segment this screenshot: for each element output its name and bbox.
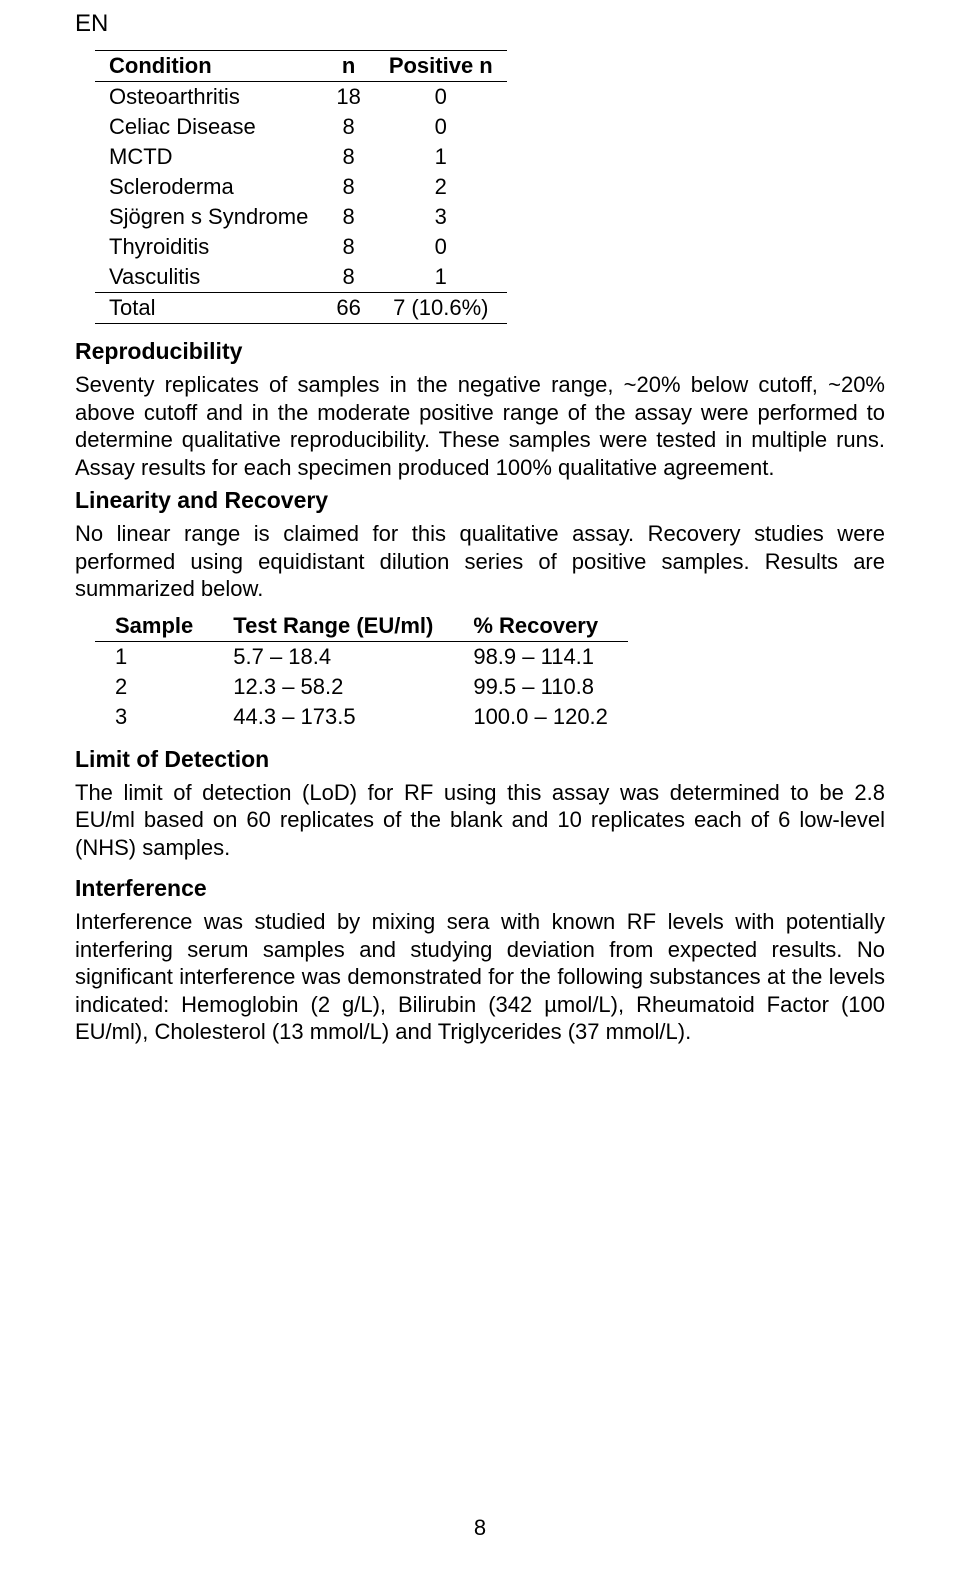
table-row: Thyroiditis 8 0: [95, 232, 507, 262]
col-header-positive: Positive n: [375, 51, 507, 82]
table-row: 1 5.7 – 18.4 98.9 – 114.1: [95, 641, 628, 672]
section-title-interference: Interference: [75, 875, 885, 902]
cell-n: 8: [322, 112, 374, 142]
cell-total-positive: 7 (10.6%): [375, 293, 507, 324]
language-code: EN: [75, 10, 885, 38]
cell-condition: Osteoarthritis: [95, 82, 322, 113]
table-header-row: Condition n Positive n: [95, 51, 507, 82]
cell-condition: Scleroderma: [95, 172, 322, 202]
cell-condition: Vasculitis: [95, 262, 322, 293]
table-row: Sjögren s Syndrome 8 3: [95, 202, 507, 232]
cell-n: 18: [322, 82, 374, 113]
section-title-linearity: Linearity and Recovery: [75, 487, 885, 514]
cell-positive: 0: [375, 232, 507, 262]
col-header-n: n: [322, 51, 374, 82]
cell-n: 8: [322, 202, 374, 232]
document-page: EN Condition n Positive n Osteoarthritis…: [0, 0, 960, 1581]
cell-n: 8: [322, 142, 374, 172]
paragraph-lod: The limit of detection (LoD) for RF usin…: [75, 779, 885, 862]
paragraph-reproducibility: Seventy replicates of samples in the neg…: [75, 371, 885, 481]
table-row: 3 44.3 – 173.5 100.0 – 120.2: [95, 702, 628, 732]
cell-n: 8: [322, 172, 374, 202]
col-header-range: Test Range (EU/ml): [213, 611, 453, 642]
col-header-recovery: % Recovery: [453, 611, 628, 642]
table-header-row: Sample Test Range (EU/ml) % Recovery: [95, 611, 628, 642]
section-title-lod: Limit of Detection: [75, 746, 885, 773]
table-total-row: Total 66 7 (10.6%): [95, 293, 507, 324]
cell-sample: 2: [95, 672, 213, 702]
paragraph-linearity: No linear range is claimed for this qual…: [75, 520, 885, 603]
table-row: Osteoarthritis 18 0: [95, 82, 507, 113]
col-header-condition: Condition: [95, 51, 322, 82]
cell-sample: 3: [95, 702, 213, 732]
cell-recovery: 100.0 – 120.2: [453, 702, 628, 732]
table-row: Celiac Disease 8 0: [95, 112, 507, 142]
cell-positive: 3: [375, 202, 507, 232]
cell-total-n: 66: [322, 293, 374, 324]
table-row: 2 12.3 – 58.2 99.5 – 110.8: [95, 672, 628, 702]
cell-range: 12.3 – 58.2: [213, 672, 453, 702]
table-row: Scleroderma 8 2: [95, 172, 507, 202]
cell-range: 5.7 – 18.4: [213, 641, 453, 672]
cell-positive: 0: [375, 82, 507, 113]
col-header-sample: Sample: [95, 611, 213, 642]
cell-condition: MCTD: [95, 142, 322, 172]
cell-range: 44.3 – 173.5: [213, 702, 453, 732]
cell-condition: Celiac Disease: [95, 112, 322, 142]
conditions-table: Condition n Positive n Osteoarthritis 18…: [95, 50, 507, 324]
cell-positive: 1: [375, 262, 507, 293]
cell-total-label: Total: [95, 293, 322, 324]
cell-n: 8: [322, 232, 374, 262]
section-title-reproducibility: Reproducibility: [75, 338, 885, 365]
paragraph-interference: Interference was studied by mixing sera …: [75, 908, 885, 1046]
cell-recovery: 99.5 – 110.8: [453, 672, 628, 702]
cell-condition: Thyroiditis: [95, 232, 322, 262]
cell-positive: 0: [375, 112, 507, 142]
cell-sample: 1: [95, 641, 213, 672]
cell-n: 8: [322, 262, 374, 293]
cell-positive: 2: [375, 172, 507, 202]
table-row: MCTD 8 1: [95, 142, 507, 172]
page-number: 8: [0, 1515, 960, 1541]
cell-positive: 1: [375, 142, 507, 172]
cell-recovery: 98.9 – 114.1: [453, 641, 628, 672]
recovery-table: Sample Test Range (EU/ml) % Recovery 1 5…: [95, 611, 628, 732]
table-row: Vasculitis 8 1: [95, 262, 507, 293]
cell-condition: Sjögren s Syndrome: [95, 202, 322, 232]
